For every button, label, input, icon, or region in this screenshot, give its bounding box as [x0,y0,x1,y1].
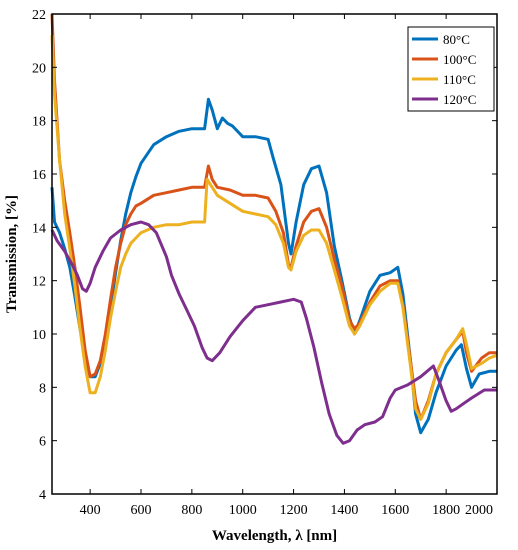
x-tick-label-5: 1400 [330,503,358,518]
series-line-2 [50,35,498,421]
y-tick-label-8: 20 [32,61,46,76]
legend-label-3: 120°C [443,92,476,107]
y-tick-label-2: 8 [39,381,46,396]
x-tick-label-3: 1000 [229,503,257,518]
y-tick-label-0: 4 [39,488,46,503]
x-tick-label-2: 800 [181,503,202,518]
y-tick-label-9: 22 [32,8,46,23]
series-layer [50,13,498,445]
ticks-layer: 400 600 800 1000 1200 1400 1600 1800 2000 4 6 8 10 12… [32,8,498,518]
legend-label-1: 100°C [443,52,476,67]
x-axis-title: Wavelength, λ [nm] [212,528,337,544]
series-line-0 [50,97,497,435]
legend: 80°C 100°C 110°C 120°C [407,26,495,112]
y-axis-title: Transmission, [%] [4,195,20,313]
y-tick-label-1: 6 [39,435,46,450]
y-tick-label-4: 12 [32,275,46,290]
y-tick-label-5: 14 [32,221,46,236]
x-tick-label-6: 1600 [381,503,409,518]
plot-frame [51,13,498,495]
y-tick-label-3: 10 [32,328,46,343]
x-tick-label-4: 1200 [280,503,308,518]
legend-label-2: 110°C [443,72,476,87]
x-tick-label-0: 400 [80,503,101,518]
y-tick-label-7: 18 [32,115,46,130]
y-tick-label-6: 16 [32,168,46,183]
legend-box [407,26,495,112]
series-line-3 [50,220,497,445]
x-tick-label-1: 600 [131,503,152,518]
x-tick-label-8: 2000 [465,503,493,518]
x-tick-label-7: 1800 [432,503,460,518]
legend-label-0: 80°C [443,32,470,47]
